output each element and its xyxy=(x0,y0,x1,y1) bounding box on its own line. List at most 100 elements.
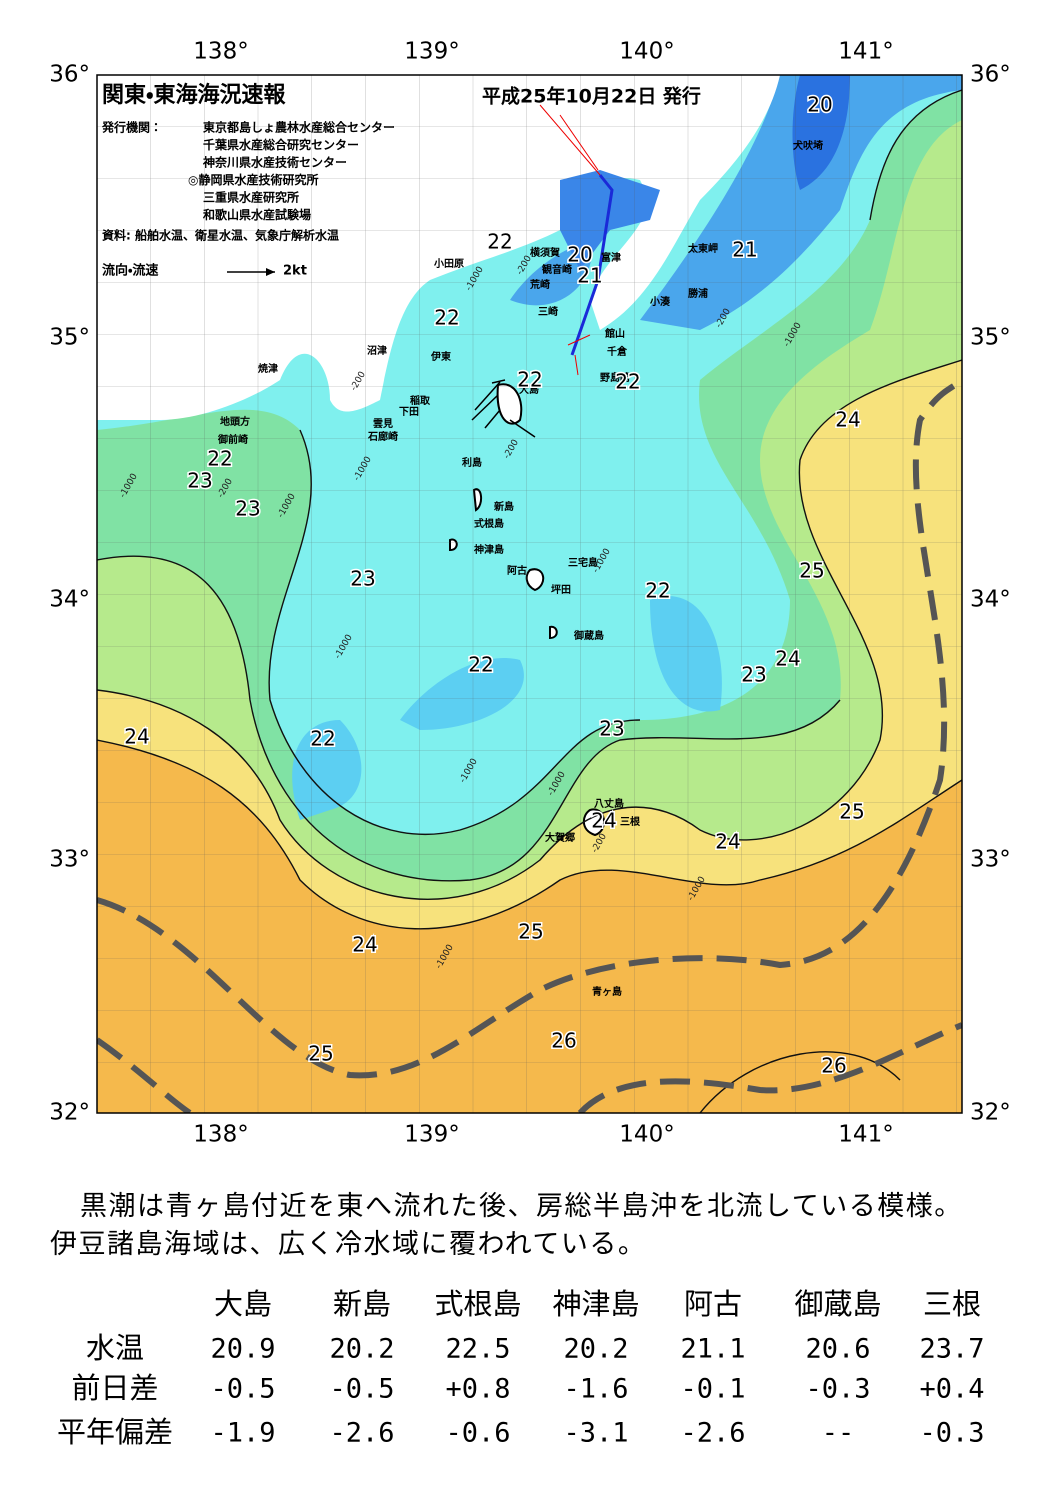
place-name: 石廊崎 xyxy=(367,430,398,443)
cell: -0.5 xyxy=(210,1374,275,1405)
place-name: 利島 xyxy=(462,456,482,469)
place-name: 三宅島 xyxy=(568,556,598,569)
isotherm-label: 23 xyxy=(599,717,624,741)
flow-legend: 流向・流速 xyxy=(102,263,158,279)
cell: 20.2 xyxy=(563,1334,628,1365)
column-header: 大島 xyxy=(214,1287,272,1321)
isotherm-label: 22 xyxy=(207,447,232,471)
longitude-label: 140° xyxy=(619,1122,674,1148)
longitude-label: 141° xyxy=(838,39,893,65)
isotherm-label: 23 xyxy=(350,567,375,591)
place-name: 小田原 xyxy=(433,257,464,270)
cell: +0.8 xyxy=(445,1374,510,1405)
isotherm-label: 25 xyxy=(518,920,543,944)
cell: 20.6 xyxy=(805,1334,870,1365)
issue-date: 平成25年10月22日 発行 xyxy=(482,85,701,108)
isotherm-label: 23 xyxy=(741,663,766,687)
column-header: 阿古 xyxy=(684,1287,742,1321)
place-name: 神津島 xyxy=(473,543,504,556)
place-name: 太東岬 xyxy=(687,242,718,255)
isotherm-label: 26 xyxy=(551,1029,576,1053)
map-body xyxy=(97,75,962,1113)
place-name: 下田 xyxy=(399,406,419,418)
longitude-label: 140° xyxy=(619,39,674,65)
isotherm-label: 24 xyxy=(775,647,800,671)
column-header: 新島 xyxy=(333,1287,391,1321)
cell: -1.6 xyxy=(563,1374,628,1405)
latitude-label: 32° xyxy=(49,1100,90,1126)
isotherm-label: 22 xyxy=(487,230,512,254)
isotherm-label: 22 xyxy=(517,368,542,392)
longitude-label: 139° xyxy=(404,1122,459,1148)
place-name: 稲取 xyxy=(410,394,431,407)
place-name: 館山 xyxy=(604,327,625,340)
place-name: 荒崎 xyxy=(529,278,550,291)
latitude-label: 36° xyxy=(970,62,1011,88)
cell: -0.1 xyxy=(680,1374,745,1405)
issuer: 東京都島しょ農林水産総合センター xyxy=(203,120,395,135)
longitude-label: 138° xyxy=(193,39,248,65)
place-name: 横須賀 xyxy=(530,246,560,259)
cell: 23.7 xyxy=(919,1334,984,1365)
place-name: 沼津 xyxy=(367,344,387,357)
isotherm-label: 21 xyxy=(732,238,757,262)
latitude-label: 32° xyxy=(970,1100,1011,1126)
issuer: 神奈川県水産技術センター xyxy=(202,155,347,170)
place-name: 勝浦 xyxy=(688,287,708,300)
isotherm-label: 20 xyxy=(567,243,592,267)
place-name: 青ヶ島 xyxy=(592,985,622,998)
place-name: 大島 xyxy=(519,383,539,396)
place-name: 御蔵島 xyxy=(573,629,604,642)
summary: 黒潮は青ヶ島付近を東へ流れた後、房総半島沖を北流している模様。伊豆諸島海域は、広… xyxy=(50,1191,963,1260)
cell: -1.9 xyxy=(210,1418,275,1449)
place-name: 阿古 xyxy=(507,564,527,577)
row-label: 平年偏差 xyxy=(57,1415,173,1449)
column-header: 三根 xyxy=(923,1287,981,1321)
place-name: 伊東 xyxy=(430,350,451,363)
map-title: 関東・東海海況速報 xyxy=(102,82,286,108)
isotherm-label: 24 xyxy=(715,830,740,854)
issuer: ◎静岡県水産技術研究所 xyxy=(188,172,318,187)
cell: -- xyxy=(822,1418,855,1449)
isotherm-label: 24 xyxy=(835,408,860,432)
longitude-label: 138° xyxy=(193,1122,248,1148)
latitude-label: 33° xyxy=(970,847,1011,873)
source: 資料: 船舶水温、衛星水温、気象庁解析水温 xyxy=(102,228,339,243)
isotherm-label: 23 xyxy=(187,469,212,493)
issuer-label: 発行機関： xyxy=(101,120,162,135)
cell: -2.6 xyxy=(680,1418,745,1449)
flow-scale: 2kt xyxy=(283,264,307,279)
row-label: 前日差 xyxy=(71,1371,158,1405)
isotherm-label: 25 xyxy=(799,559,824,583)
latitude-label: 35° xyxy=(49,325,90,351)
place-name: 新島 xyxy=(493,500,514,513)
isotherm-label: 22 xyxy=(615,370,640,394)
isotherm-label: 24 xyxy=(352,933,377,957)
place-name: 大賀郷 xyxy=(545,831,575,844)
issuer: 三重県水産研究所 xyxy=(203,190,299,205)
place-name: 坪田 xyxy=(551,583,571,596)
place-name: 雲見 xyxy=(373,418,393,430)
isotherm-label: 22 xyxy=(468,653,493,677)
place-name: 千倉 xyxy=(607,345,628,358)
place-name: 野島崎 xyxy=(600,371,630,384)
sea-temperature-map: 関東・東海海況速報 平成25年10月22日 発行 発行機関： 資料: 船舶水温、… xyxy=(49,39,1011,1148)
longitude-label: 139° xyxy=(404,39,459,65)
place-name: 三根 xyxy=(620,815,641,828)
cell: -2.6 xyxy=(329,1418,394,1449)
cell: 20.9 xyxy=(210,1334,275,1365)
isotherm-label: 25 xyxy=(308,1042,333,1066)
isotherm-label: 24 xyxy=(591,809,616,833)
column-header: 神津島 xyxy=(552,1287,639,1321)
latitude-label: 33° xyxy=(49,847,90,873)
cell: 20.2 xyxy=(329,1334,394,1365)
cell: -3.1 xyxy=(563,1418,628,1449)
issuer: 和歌山県水産試験場 xyxy=(202,207,311,222)
place-name: 小湊 xyxy=(649,295,671,308)
isotherm-label: 21 xyxy=(577,264,602,288)
place-name: 御前崎 xyxy=(217,433,248,446)
isotherm-label: 22 xyxy=(434,306,459,330)
cell: 22.5 xyxy=(445,1334,510,1365)
isotherm-label: 20 xyxy=(807,93,832,117)
